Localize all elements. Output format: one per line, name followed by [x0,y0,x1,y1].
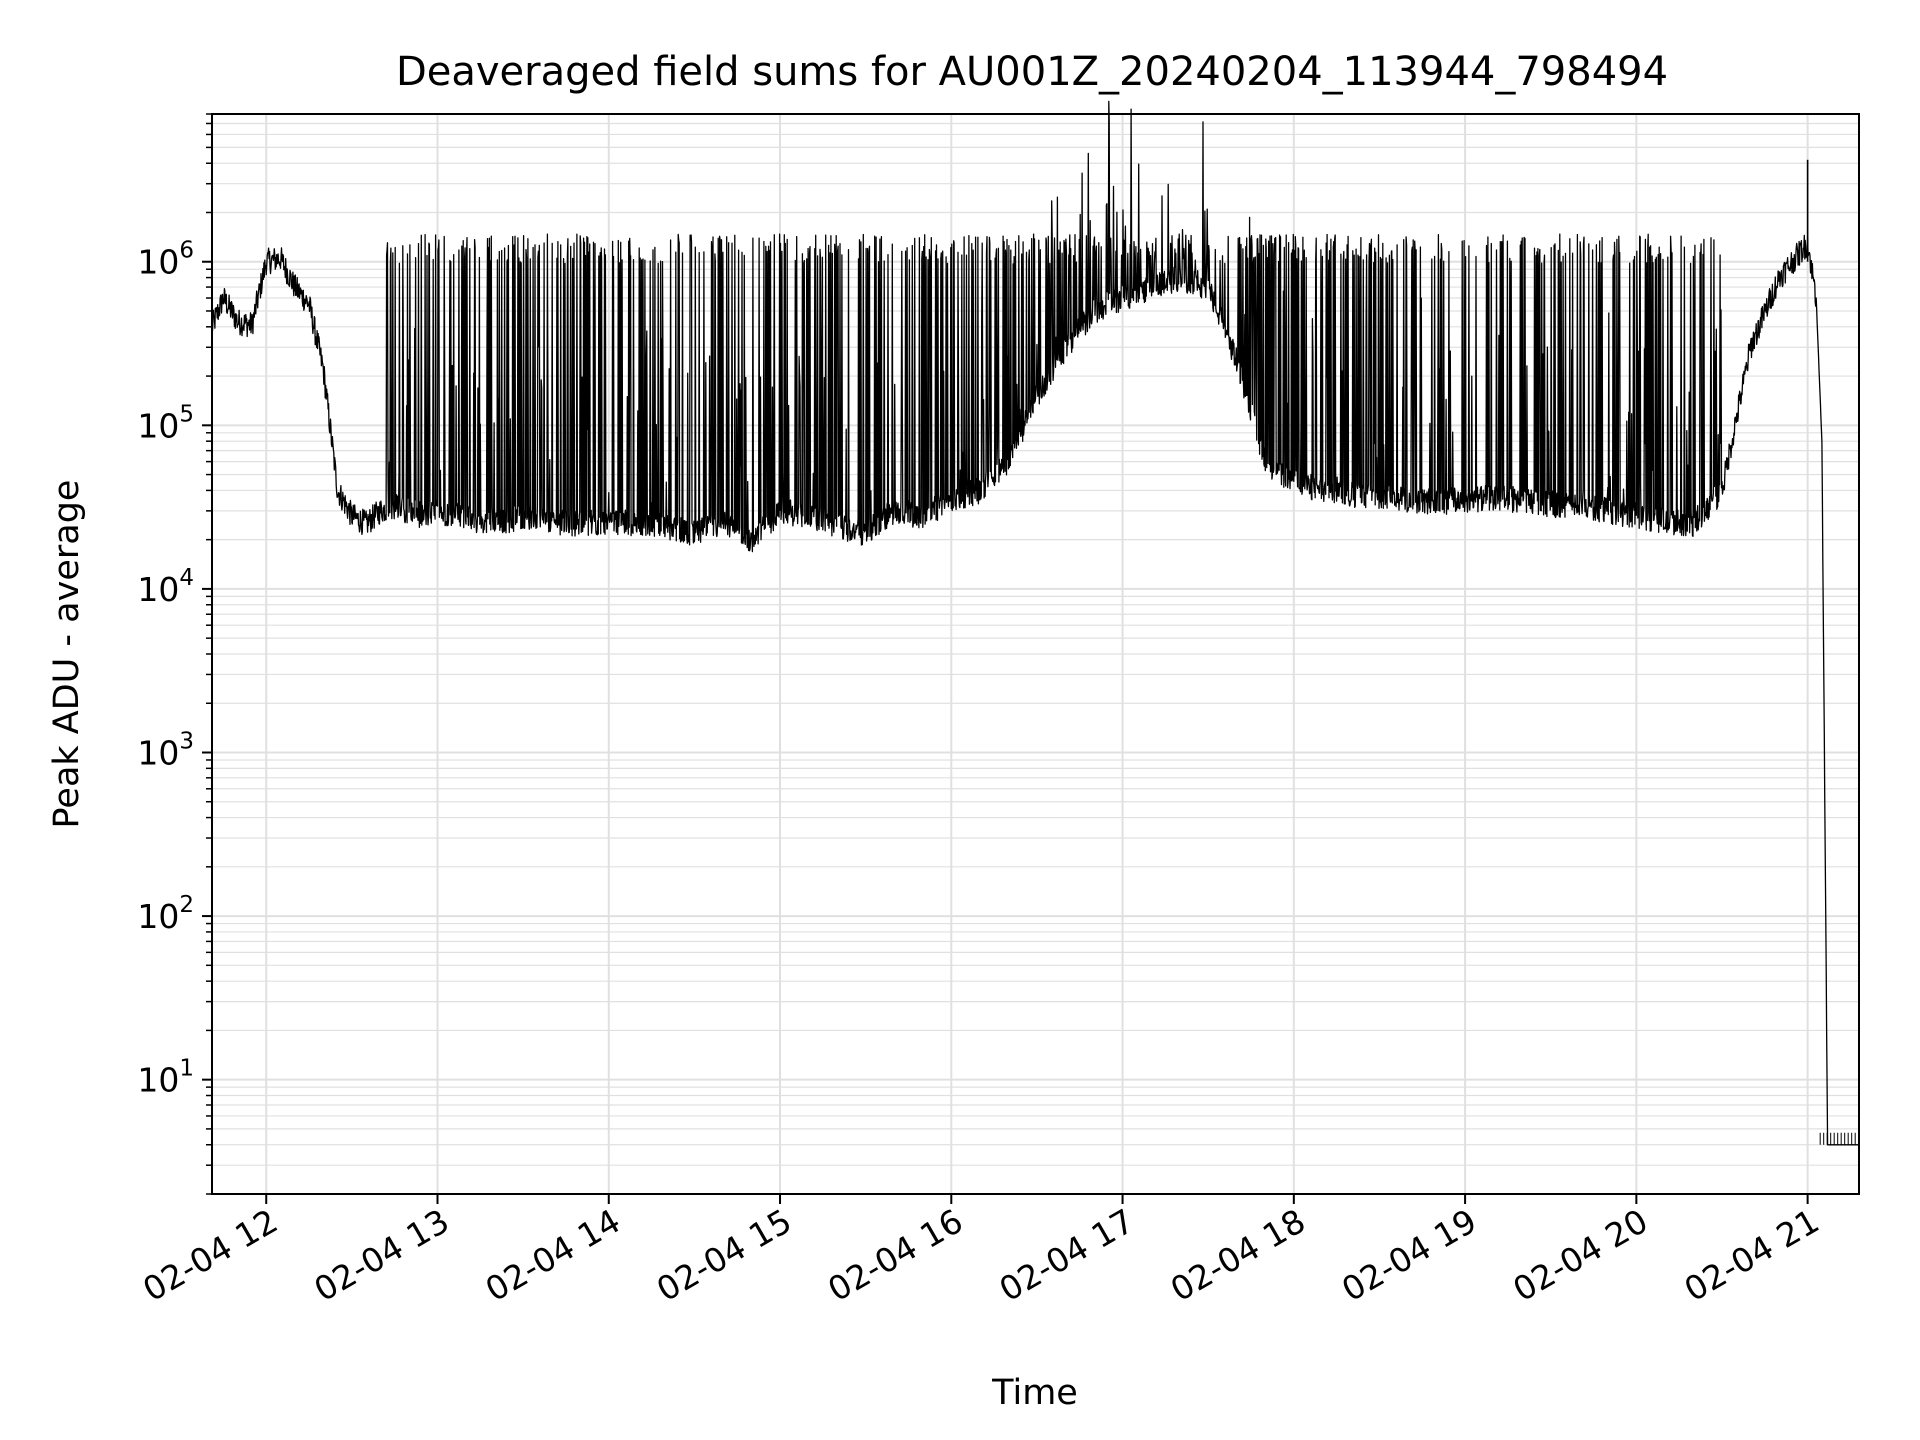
y-tick-label: 101 [137,1056,194,1100]
y-tick-label: 104 [137,565,194,609]
y-tick-label: 106 [137,238,194,282]
x-tick-label: 02-04 18 [1164,1201,1312,1309]
x-tick-label: 02-04 14 [479,1201,627,1309]
x-tick-label: 02-04 19 [1335,1201,1483,1309]
x-axis-label: Time [991,1373,1078,1413]
x-tick-label: 02-04 17 [993,1201,1141,1309]
x-tick-label: 02-04 13 [308,1201,456,1309]
x-tick-label: 02-04 12 [136,1201,284,1309]
y-axis: 101 102 103 104 105 106 [137,113,212,1195]
series-line [211,100,1860,1146]
x-axis: 02-04 12 02-04 13 02-04 14 02-04 15 02-04 16… [136,1194,1826,1309]
chart-title: Deaveraged field sums for AU001Z_2024020… [396,49,1668,95]
y-tick-label: 103 [137,728,194,772]
y-tick-label: 105 [137,401,194,445]
y-tick-label: 102 [137,892,194,936]
x-tick-label: 02-04 16 [821,1201,969,1309]
y-axis-label: Peak ADU - average [47,480,87,829]
data-line [211,100,1860,1146]
x-tick-label: 02-04 20 [1506,1201,1654,1309]
x-tick-label: 02-04 21 [1678,1201,1826,1309]
x-tick-label: 02-04 15 [650,1201,798,1309]
